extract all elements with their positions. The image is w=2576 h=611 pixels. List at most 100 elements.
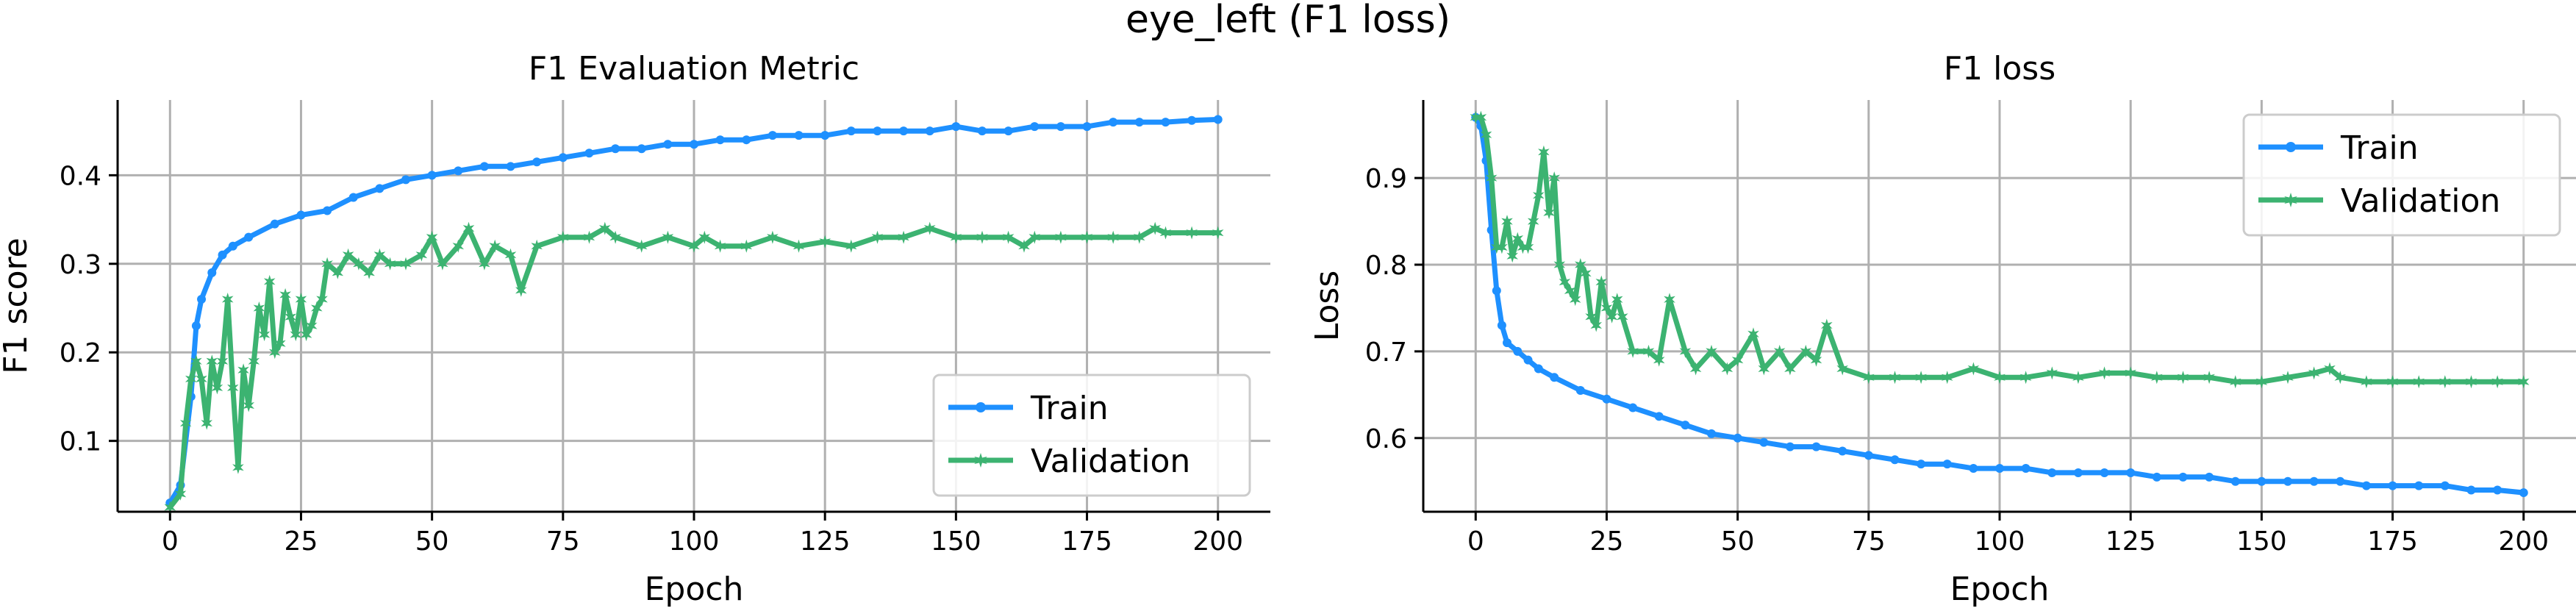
data-point-validation xyxy=(415,248,428,262)
data-point-validation xyxy=(1564,284,1576,298)
data-point-validation xyxy=(1134,230,1145,244)
data-point-validation xyxy=(279,287,291,301)
data-point-train xyxy=(1492,286,1501,296)
x-axis-label: Epoch xyxy=(1950,571,2050,608)
data-point-validation xyxy=(1731,353,1744,367)
data-point-validation xyxy=(1517,240,1529,254)
legend-marker-train xyxy=(976,402,986,412)
data-point-train xyxy=(820,131,830,140)
data-point-validation xyxy=(248,354,260,368)
data-point-train xyxy=(899,126,909,136)
data-point-validation xyxy=(462,221,475,235)
data-point-validation xyxy=(1018,239,1030,253)
data-point-train xyxy=(296,210,306,220)
legend: Train Validation xyxy=(932,374,1251,497)
data-point-validation xyxy=(2046,366,2058,380)
y-axis-label: F1 score xyxy=(0,237,35,374)
y-tick-label: 0.8 xyxy=(1365,251,1407,281)
data-point-train xyxy=(1785,442,1795,451)
data-point-train xyxy=(2414,481,2424,490)
data-point-validation xyxy=(384,257,396,271)
data-point-train xyxy=(228,241,237,251)
data-point-validation xyxy=(1470,110,1482,124)
data-point-validation xyxy=(253,301,265,315)
data-point-train xyxy=(1534,364,1543,374)
data-point-validation xyxy=(923,221,936,235)
data-point-validation xyxy=(714,239,726,253)
data-point-validation xyxy=(489,239,501,253)
data-point-train xyxy=(951,122,961,132)
data-point-train xyxy=(611,144,620,154)
data-point-validation xyxy=(2203,371,2215,385)
data-point-train xyxy=(1513,346,1523,356)
data-point-validation xyxy=(1491,240,1503,254)
x-tick-label: 175 xyxy=(1062,526,1112,557)
data-point-validation xyxy=(1575,258,1586,271)
data-point-validation xyxy=(300,328,312,342)
data-point-train xyxy=(637,144,646,154)
data-point-validation xyxy=(479,257,490,271)
data-point-validation xyxy=(2072,371,2084,385)
panel-f1-metric: F1 Evaluation Metric Epoch F1 score 0 25 5… xyxy=(0,50,1270,608)
data-point-train xyxy=(1161,118,1170,127)
data-point-validation xyxy=(1836,362,1848,376)
data-point-validation xyxy=(1784,362,1796,376)
data-point-validation xyxy=(321,257,333,271)
data-point-validation xyxy=(1580,266,1592,280)
data-point-train xyxy=(2178,472,2188,482)
data-point-validation xyxy=(426,230,438,244)
data-point-validation xyxy=(1511,232,1524,246)
data-point-validation xyxy=(2177,371,2189,385)
data-point-validation xyxy=(2125,366,2136,380)
data-point-validation xyxy=(1081,230,1093,244)
data-point-validation xyxy=(1527,215,1539,229)
data-point-validation xyxy=(221,293,234,306)
data-point-train xyxy=(1995,464,2004,474)
grid-lines xyxy=(1423,100,2576,512)
data-point-train xyxy=(454,166,463,176)
data-point-validation xyxy=(274,337,286,351)
data-point-validation xyxy=(190,354,202,368)
data-point-validation xyxy=(1915,371,1927,385)
data-point-train xyxy=(2361,481,2371,490)
data-point-train xyxy=(1003,126,1013,136)
data-point-validation xyxy=(179,416,192,430)
data-point-validation xyxy=(363,265,375,279)
data-point-validation xyxy=(599,221,611,235)
data-point-train xyxy=(1942,460,1952,469)
data-point-validation xyxy=(185,372,197,386)
data-point-validation xyxy=(609,230,621,244)
data-point-train xyxy=(2230,476,2240,486)
x-tick-label: 175 xyxy=(2367,526,2418,557)
data-point-train xyxy=(1503,338,1512,348)
data-point-train xyxy=(1082,122,1092,132)
data-point-train xyxy=(375,184,384,193)
data-point-validation xyxy=(767,230,779,244)
data-point-train xyxy=(1707,429,1716,438)
y-tick-label: 0.3 xyxy=(60,250,101,280)
data-point-validation xyxy=(1967,362,1980,376)
legend-marker-validation xyxy=(2284,193,2297,207)
data-point-validation xyxy=(1506,249,1518,263)
data-point-train xyxy=(207,268,217,277)
data-point-validation xyxy=(1475,110,1487,124)
x-axis-label: Epoch xyxy=(645,571,744,608)
data-point-train xyxy=(2257,476,2266,486)
data-point-validation xyxy=(845,239,857,253)
data-point-validation xyxy=(269,346,281,360)
panel-title: F1 loss xyxy=(1944,50,2056,87)
data-point-validation xyxy=(2386,375,2399,389)
data-point-train xyxy=(2126,468,2136,477)
data-point-validation xyxy=(2334,371,2347,385)
data-point-validation xyxy=(237,363,249,377)
y-axis-label: Loss xyxy=(1309,271,1346,342)
ticks: 0 25 50 75 100 125 150 175 200 0.1 0.2 0.3 0.4 xyxy=(60,161,1243,557)
x-tick-label: 200 xyxy=(2498,526,2549,557)
x-tick-label: 100 xyxy=(669,526,720,557)
data-point-train xyxy=(1056,122,1065,132)
data-point-train xyxy=(715,135,725,145)
data-point-validation xyxy=(1480,128,1492,142)
data-point-validation xyxy=(2282,371,2294,385)
data-point-train xyxy=(1550,373,1559,382)
data-point-validation xyxy=(2255,375,2268,389)
